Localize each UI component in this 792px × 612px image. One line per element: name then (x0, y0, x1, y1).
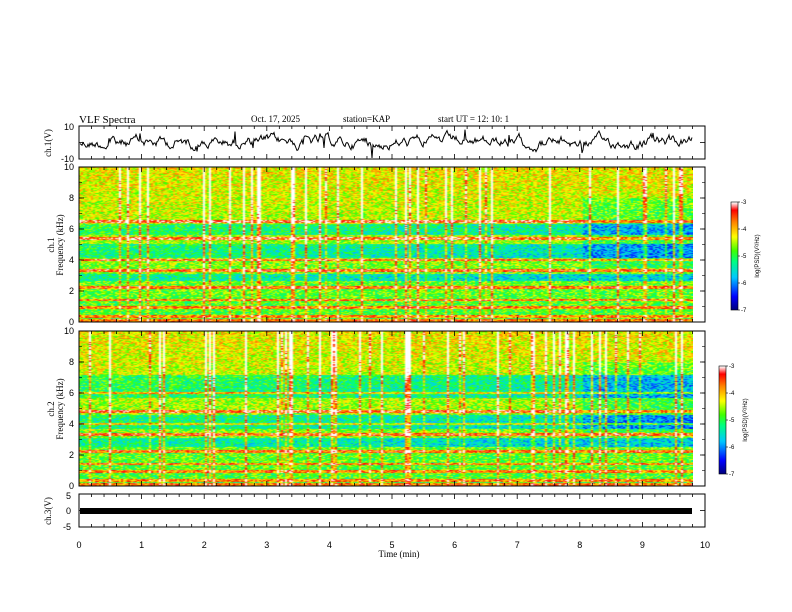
ch1-spectrogram-ylabel: ch.1 Frequency (kHz) (46, 214, 65, 275)
ch2-spectrogram-yticks: 0 2 4 6 8 10 (64, 326, 705, 491)
freq-tick-label: 2 (69, 286, 74, 296)
time-tick-label: 2 (202, 540, 207, 550)
time-axis-tick-labels: 0 1 2 3 4 5 6 7 8 9 10 (76, 540, 710, 550)
colorbar-tick-label: -4 (741, 227, 747, 233)
time-axis-label: Time (min) (379, 549, 420, 559)
time-tick-label: 7 (515, 540, 520, 550)
ch2-spectrogram-ylabel-line2: Frequency (kHz) (55, 378, 65, 439)
freq-tick-label: 4 (69, 255, 74, 265)
ch1-ytick-bottom: -10 (61, 154, 74, 164)
colorbar-tick-label: -3 (729, 364, 735, 370)
ch1-waveform-ticks (78, 125, 706, 160)
ch1-colorbar (731, 202, 738, 310)
time-tick-label: 0 (76, 540, 81, 550)
colorbar-tick-label: -3 (741, 200, 747, 206)
ch3-ytick-mid: 0 (66, 506, 71, 516)
ch3-waveform-panel: 5 0 -5 ch.3(V) 0 1 2 3 4 5 6 7 8 9 10 Time (min) (43, 491, 710, 559)
ch2-colorbar-label: log(PSD)(V²/Hz) (743, 398, 749, 441)
time-tick-label: 9 (640, 540, 645, 550)
ch1-waveform-panel: 10 -10 ch.1(V) (43, 122, 706, 164)
freq-tick-label: 8 (69, 193, 74, 203)
freq-tick-label: 0 (69, 317, 74, 327)
ch1-waveform-ylabel: ch.1(V) (43, 129, 53, 157)
time-tick-label: 10 (700, 540, 710, 550)
freq-tick-label: 6 (69, 388, 74, 398)
start-ut-label: start UT = 12: 10: 1 (438, 114, 509, 124)
colorbar-tick-label: -7 (741, 308, 747, 314)
ch1-ytick-top: 10 (64, 122, 74, 132)
time-tick-label: 6 (452, 540, 457, 550)
time-tick-label: 1 (139, 540, 144, 550)
freq-tick-label: 6 (69, 224, 74, 234)
ch2-colorbar-ticks: -3 -4 -5 -6 -7 (726, 364, 735, 478)
ch3-ytick-bottom: -5 (63, 522, 71, 532)
freq-tick-label: 8 (69, 357, 74, 367)
ch3-ytick-top: 5 (66, 491, 71, 501)
ch1-spectrogram-yticks: 0 2 4 6 8 10 (64, 162, 705, 327)
ch1-colorbar-ticks: -3 -4 -5 -6 -7 (738, 200, 747, 314)
time-tick-label: 4 (327, 540, 332, 550)
ch1-spectrogram-ticks (78, 167, 706, 322)
time-tick-label: 5 (389, 540, 394, 550)
ch1-waveform-trace (79, 129, 693, 159)
figure-title: VLF Spectra (79, 114, 136, 126)
ch3-waveform-trace (80, 508, 692, 514)
station-label: station=KAP (343, 114, 390, 124)
ch1-colorbar-label: log(PSD)(V²/Hz) (755, 234, 761, 277)
freq-tick-label: 10 (64, 326, 74, 336)
time-tick-label: 3 (264, 540, 269, 550)
freq-tick-label: 2 (69, 450, 74, 460)
ch2-colorbar (719, 366, 726, 474)
freq-tick-label: 10 (64, 162, 74, 172)
colorbar-tick-label: -5 (741, 254, 747, 260)
ch3-waveform-ylabel: ch.3(V) (43, 497, 53, 525)
colorbar-tick-label: -6 (741, 281, 747, 287)
colorbar-tick-label: -6 (729, 445, 735, 451)
date-label: Oct. 17, 2025 (251, 114, 300, 124)
ch1-spectrogram-ylabel-line1: ch.1 (46, 237, 56, 252)
ch2-spectrogram-ylabel-line1: ch.2 (46, 401, 56, 416)
freq-tick-label: 4 (69, 419, 74, 429)
ch2-spectrogram-image (79, 331, 693, 486)
colorbar-tick-label: -5 (729, 418, 735, 424)
ch3-waveform-ticks (78, 493, 706, 528)
ch1-spectrogram-ylabel-line2: Frequency (kHz) (55, 214, 65, 275)
freq-tick-label: 0 (69, 481, 74, 491)
time-tick-label: 8 (577, 540, 582, 550)
ch1-spectrogram-image (79, 167, 693, 322)
colorbar-tick-label: -4 (729, 391, 735, 397)
ch2-spectrogram-ticks (78, 331, 706, 486)
colorbar-tick-label: -7 (729, 472, 735, 478)
ch2-spectrogram-ylabel: ch.2 Frequency (kHz) (46, 378, 65, 439)
